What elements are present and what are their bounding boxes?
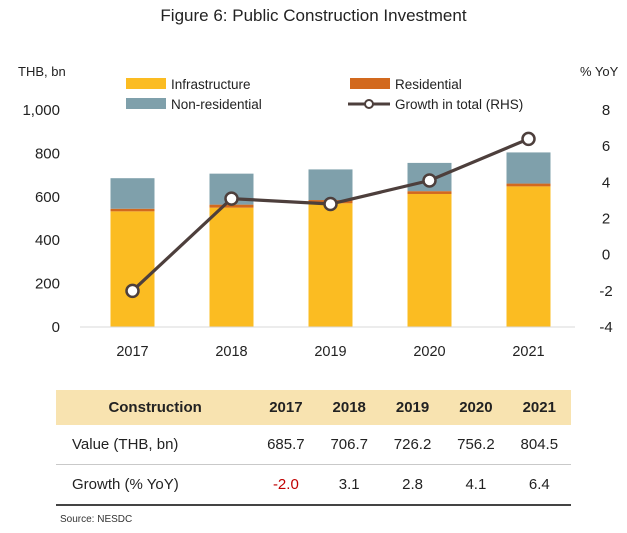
x-tick-label: 2021	[512, 344, 544, 360]
y-right-tick-label: -4	[599, 319, 612, 336]
source-note: Source: NESDC	[60, 514, 133, 525]
table-cell: 3.1	[317, 464, 381, 506]
left-axis-label: THB, bn	[18, 64, 66, 79]
legend-swatch-non-residential	[126, 98, 166, 109]
growth-point	[125, 283, 140, 299]
y-right-tick-label: 8	[602, 102, 610, 119]
y-left-tick-label: 800	[35, 145, 60, 162]
bar-residential	[110, 208, 155, 212]
legend-label: Infrastructure	[171, 77, 251, 92]
bar-infrastructure	[308, 203, 353, 327]
y-left-tick-label: 200	[35, 276, 60, 293]
x-tick-label: 2018	[215, 344, 247, 360]
bar-residential	[506, 183, 551, 187]
data-table: Construction 2017 2018 2019 2020 2021 Va…	[56, 390, 571, 506]
y-right-tick-label: -2	[599, 283, 612, 300]
table-row: Growth (% YoY) -2.0 3.1 2.8 4.1 6.4	[56, 464, 571, 506]
bar-residential	[407, 191, 452, 194]
table-header-construction: Construction	[56, 390, 255, 425]
bar-non-residential	[308, 169, 353, 201]
table-cell: 685.7	[254, 425, 318, 465]
table-header-year: 2020	[444, 390, 508, 425]
table-cell: 726.2	[380, 425, 445, 465]
growth-point	[323, 196, 338, 212]
table-cell: 2.8	[380, 464, 445, 506]
table-cell: 4.1	[444, 464, 508, 506]
table-header-year: 2018	[317, 390, 381, 425]
table-cell: 804.5	[507, 425, 571, 465]
y-right-tick-label: 6	[602, 138, 610, 155]
bar-infrastructure	[110, 211, 155, 327]
chart-title: Figure 6: Public Construction Investment	[160, 6, 467, 25]
table-cell: 6.4	[507, 464, 571, 506]
legend-swatch-infrastructure	[126, 78, 166, 89]
x-tick-label: 2017	[116, 344, 148, 360]
growth-point	[224, 191, 239, 206]
y-left-tick-label: 0	[52, 319, 60, 336]
y-right-tick-label: 2	[602, 211, 610, 228]
bar-non-residential	[506, 152, 551, 184]
table-cell: 756.2	[444, 425, 508, 465]
y-left-tick-label: 1,000	[22, 102, 60, 119]
legend-swatch-growth-point	[364, 99, 374, 109]
row-label-growth: Growth (% YoY)	[56, 464, 255, 506]
legend-label: Non-residential	[171, 97, 262, 112]
legend-label: Growth in total (RHS)	[395, 97, 523, 112]
chart: THB, bn % YoY 0 200 400 600 800 1,000 -4 -2 0 2 4 6 8 2…	[18, 64, 619, 360]
right-axis-label: % YoY	[580, 64, 619, 79]
table-header-year: 2019	[380, 390, 445, 425]
bar-non-residential	[110, 178, 155, 209]
y-right-tick-label: 4	[602, 174, 610, 191]
y-right-tick-label: 0	[602, 247, 610, 264]
table-row: Value (THB, bn) 685.7 706.7 726.2 756.2 …	[56, 425, 571, 465]
bar-infrastructure	[506, 186, 551, 327]
table-header-row: Construction 2017 2018 2019 2020 2021	[56, 390, 571, 425]
growth-point	[422, 173, 437, 188]
y-left-tick-label: 400	[35, 232, 60, 249]
bar-residential	[209, 204, 254, 208]
legend-label: Residential	[395, 77, 462, 92]
x-tick-label: 2020	[413, 344, 445, 360]
growth-point	[521, 131, 536, 147]
table-cell-negative: -2.0	[254, 464, 318, 506]
y-left-tick-label: 600	[35, 189, 60, 206]
bar-infrastructure	[407, 193, 452, 327]
table-cell: 706.7	[317, 425, 381, 465]
x-tick-label: 2019	[314, 344, 346, 360]
legend-swatch-residential	[350, 78, 390, 89]
table-header-year: 2017	[254, 390, 318, 425]
row-label-value: Value (THB, bn)	[56, 425, 255, 465]
table-header-year: 2021	[507, 390, 571, 425]
bar-infrastructure	[209, 207, 254, 327]
